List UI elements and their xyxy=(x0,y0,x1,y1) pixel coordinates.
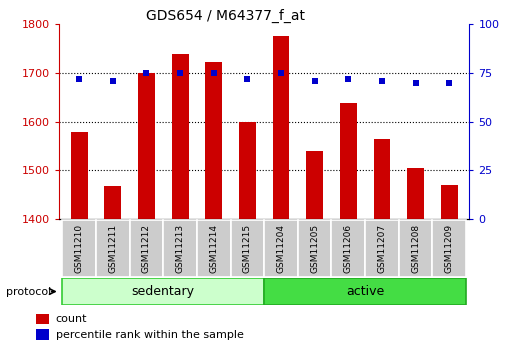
Point xyxy=(210,70,218,76)
Point xyxy=(445,80,453,86)
Bar xyxy=(264,220,298,277)
Point xyxy=(243,76,251,81)
Text: percentile rank within the sample: percentile rank within the sample xyxy=(56,330,244,340)
Point xyxy=(142,70,150,76)
Point xyxy=(75,76,83,81)
Bar xyxy=(105,186,121,219)
Text: GSM11211: GSM11211 xyxy=(108,224,117,273)
Bar xyxy=(163,220,197,277)
Bar xyxy=(63,278,264,305)
Bar xyxy=(399,220,432,277)
Bar xyxy=(230,220,264,277)
Point xyxy=(378,78,386,83)
Bar xyxy=(172,55,188,219)
Bar xyxy=(71,132,88,219)
Text: GSM11212: GSM11212 xyxy=(142,224,151,273)
Bar xyxy=(138,73,155,219)
Point xyxy=(176,70,184,76)
Text: active: active xyxy=(346,285,384,298)
Bar xyxy=(205,62,222,219)
Text: GSM11206: GSM11206 xyxy=(344,224,353,273)
Bar xyxy=(36,329,49,340)
Bar xyxy=(239,122,256,219)
Bar xyxy=(272,36,289,219)
Bar xyxy=(130,220,163,277)
Text: GDS654 / M64377_f_at: GDS654 / M64377_f_at xyxy=(146,9,305,23)
Text: GSM11208: GSM11208 xyxy=(411,224,420,273)
Text: GSM11204: GSM11204 xyxy=(277,224,286,273)
Bar xyxy=(331,220,365,277)
Point xyxy=(310,78,319,83)
Bar xyxy=(197,220,230,277)
Point xyxy=(344,76,352,81)
Bar xyxy=(407,168,424,219)
Point xyxy=(109,78,117,83)
Bar xyxy=(36,314,49,324)
Text: GSM11213: GSM11213 xyxy=(175,224,185,273)
Bar xyxy=(340,103,357,219)
Text: protocol: protocol xyxy=(6,287,51,296)
Text: GSM11210: GSM11210 xyxy=(75,224,84,273)
Bar xyxy=(63,220,96,277)
Text: GSM11215: GSM11215 xyxy=(243,224,252,273)
Bar xyxy=(96,220,130,277)
Text: GSM11214: GSM11214 xyxy=(209,224,218,273)
Text: sedentary: sedentary xyxy=(132,285,195,298)
Point xyxy=(411,80,420,86)
Text: GSM11205: GSM11205 xyxy=(310,224,319,273)
Text: GSM11207: GSM11207 xyxy=(378,224,386,273)
Text: GSM11209: GSM11209 xyxy=(445,224,453,273)
Bar xyxy=(432,220,466,277)
Text: count: count xyxy=(56,314,87,324)
Bar xyxy=(373,139,390,219)
Bar xyxy=(441,185,458,219)
Bar xyxy=(298,220,331,277)
Bar xyxy=(306,151,323,219)
Bar xyxy=(365,220,399,277)
Bar xyxy=(264,278,466,305)
Point xyxy=(277,70,285,76)
